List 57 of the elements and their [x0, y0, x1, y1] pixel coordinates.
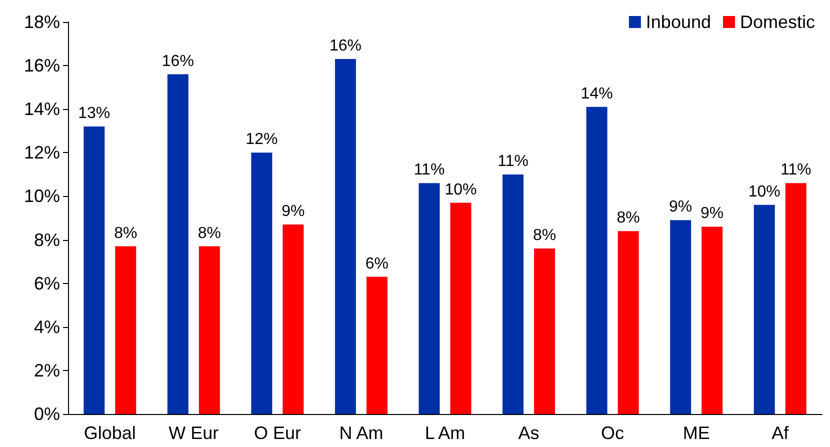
bar	[450, 202, 472, 414]
bar	[334, 59, 356, 414]
data-label: 10%	[444, 181, 477, 198]
data-label: 8%	[532, 226, 556, 244]
y-tick-label: 18%	[24, 12, 60, 32]
y-tick-label: 8%	[34, 230, 60, 250]
x-tick-label: Global	[84, 423, 136, 443]
x-tick-label: L Am	[424, 423, 466, 443]
legend-label: Domestic	[740, 12, 815, 32]
x-tick-label: Oc	[601, 423, 624, 443]
y-tick-label: 16%	[24, 56, 60, 76]
data-label: 10%	[748, 183, 780, 200]
y-tick-label: 0%	[34, 404, 60, 424]
data-label: 14%	[580, 85, 613, 102]
bar	[418, 183, 440, 414]
data-label: 9%	[282, 203, 305, 220]
bar	[670, 220, 692, 414]
x-tick-label: N Am	[339, 423, 384, 443]
bar	[586, 106, 608, 414]
bar	[198, 246, 220, 414]
bar	[502, 174, 524, 414]
data-label: 16%	[329, 38, 362, 55]
data-label: 12%	[246, 131, 278, 148]
x-tick-label: W Eur	[168, 423, 219, 443]
data-label: 9%	[700, 205, 724, 222]
data-label: 16%	[162, 52, 194, 70]
bar	[167, 74, 188, 414]
data-label: 8%	[616, 210, 640, 227]
bar	[754, 204, 775, 414]
x-tick-label: ME	[682, 423, 710, 443]
bar	[366, 276, 388, 414]
bar	[282, 224, 304, 414]
bar	[84, 126, 105, 414]
bar	[618, 231, 639, 414]
y-tick-label: 10%	[24, 186, 60, 206]
bar	[251, 152, 272, 414]
bar	[785, 183, 806, 414]
data-label: 8%	[114, 224, 138, 242]
x-tick-label: O Eur	[254, 423, 301, 443]
bar	[115, 246, 136, 414]
data-label: 6%	[365, 255, 389, 272]
y-tick-label: 14%	[24, 99, 60, 120]
y-tick-label: 12%	[24, 142, 60, 163]
bar	[534, 248, 556, 414]
legend-label: Inbound	[646, 12, 711, 32]
data-label: 9%	[669, 198, 692, 216]
data-label: 8%	[198, 224, 221, 242]
y-tick-label: 4%	[34, 316, 60, 337]
data-label: 11%	[414, 162, 445, 179]
x-tick-label: Af	[772, 423, 790, 443]
data-label: 11%	[498, 152, 528, 170]
data-label: 11%	[780, 162, 812, 179]
y-tick-label: 2%	[34, 360, 60, 380]
data-label: 13%	[78, 105, 110, 122]
x-tick-label: As	[518, 423, 540, 443]
y-tick-label: 6%	[34, 273, 60, 294]
bar	[702, 226, 723, 414]
